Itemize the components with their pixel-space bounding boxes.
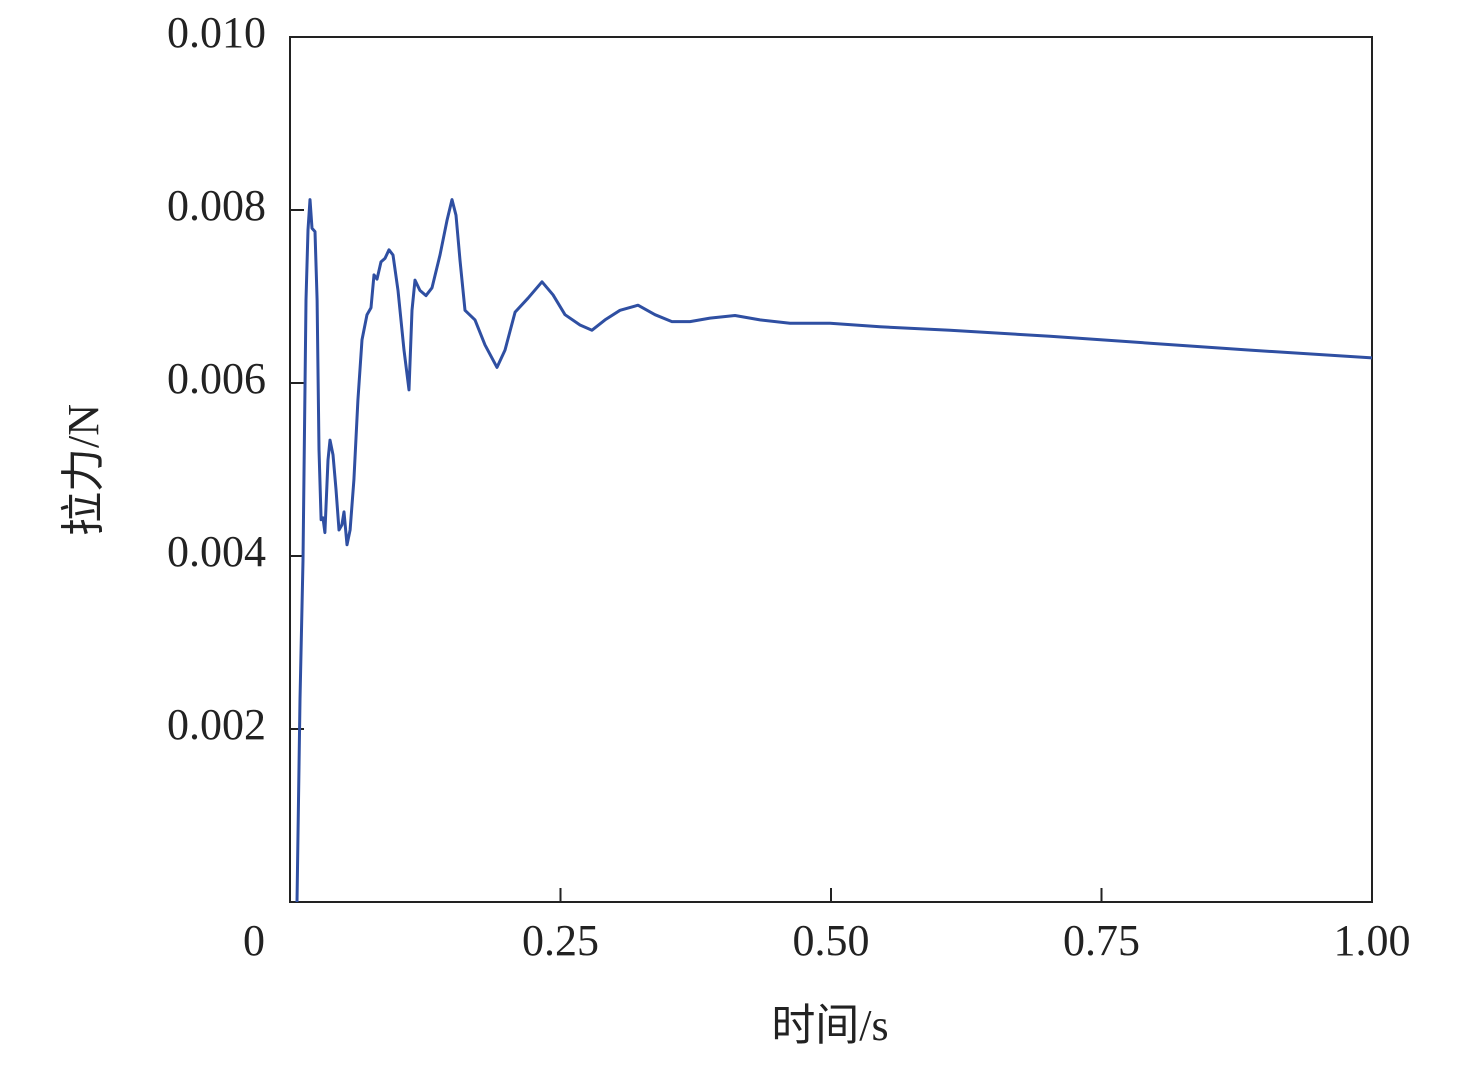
- y-tick-label: 0.002: [167, 700, 266, 749]
- x-tick-label: 0.75: [1063, 916, 1140, 965]
- y-tick-label: 0.006: [167, 354, 266, 403]
- x-tick-label: 0.50: [793, 916, 870, 965]
- y-tick-label: 0.008: [167, 181, 266, 230]
- data-line: [295, 198, 1373, 903]
- y-axis-label: 拉力/N: [59, 404, 108, 536]
- x-tick-label: 1.00: [1334, 916, 1411, 965]
- x-tick-label: 0.25: [522, 916, 599, 965]
- x-axis-label: 时间/s: [771, 1001, 888, 1050]
- x-tick-label: 0: [243, 916, 265, 965]
- y-tick-label: 0.004: [167, 527, 266, 576]
- y-tick-label: 0.010: [167, 8, 266, 57]
- plot-frame: [289, 36, 1373, 903]
